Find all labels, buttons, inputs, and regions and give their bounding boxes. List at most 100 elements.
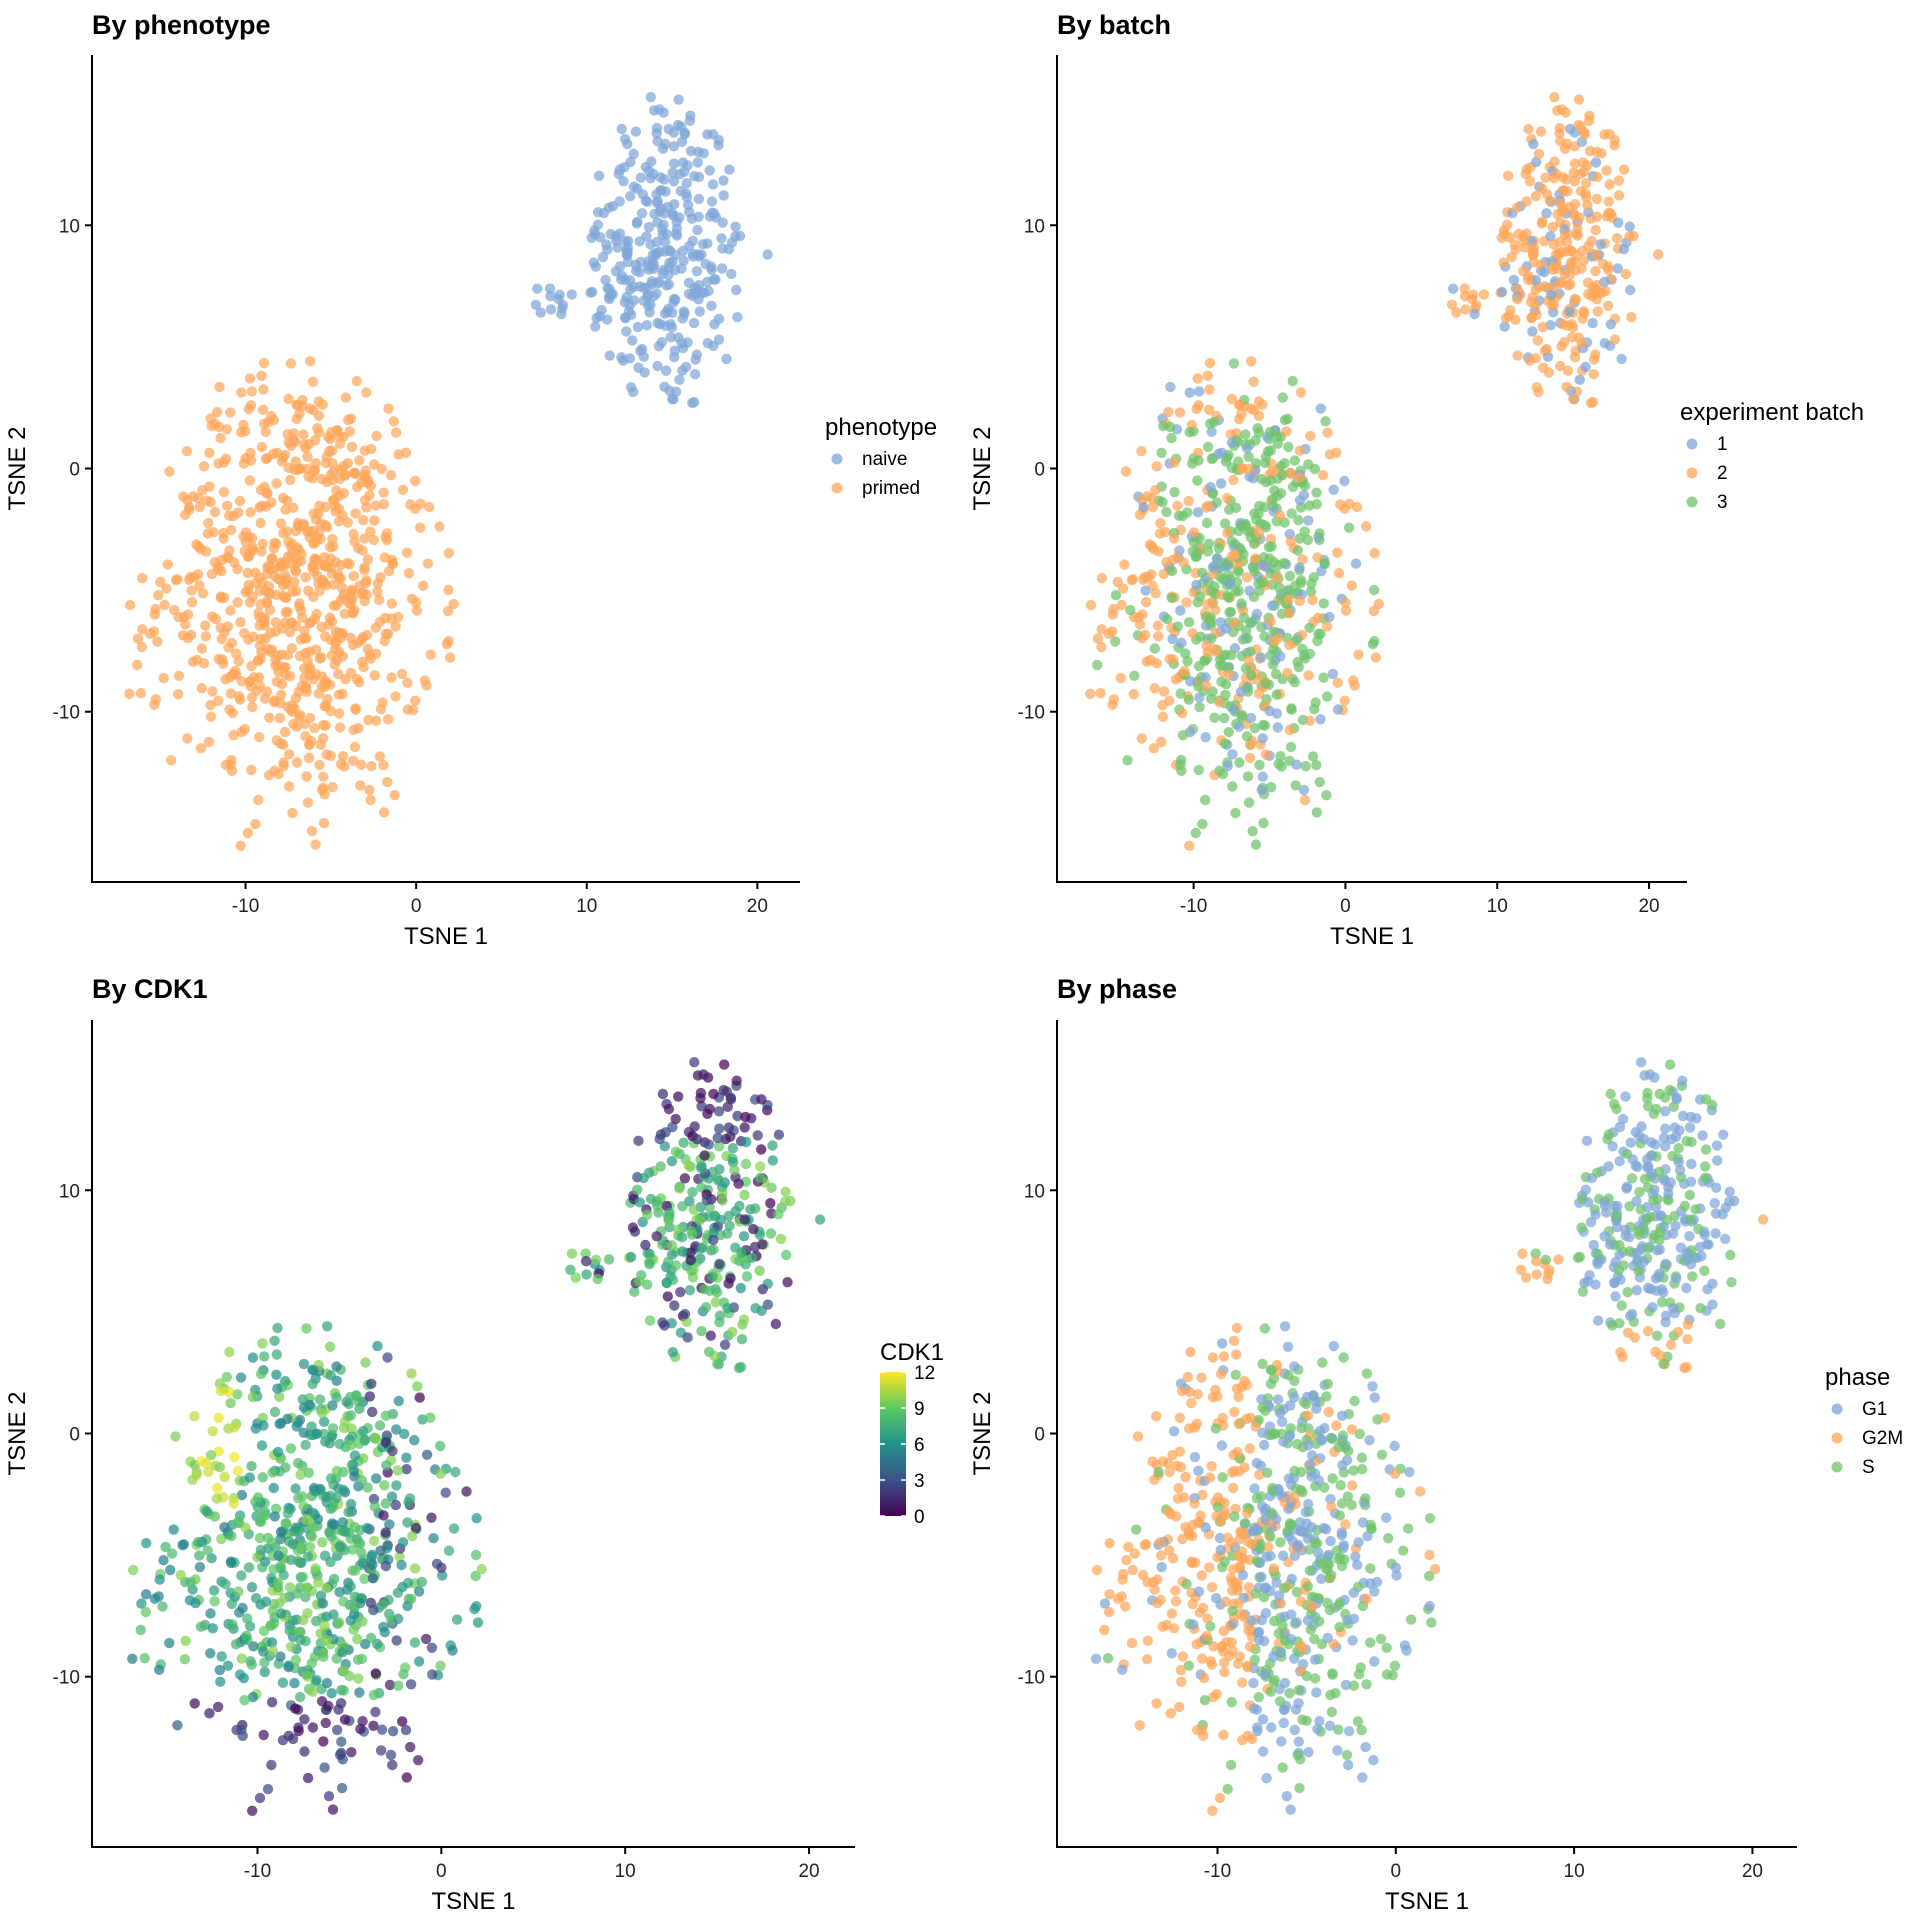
data-point	[750, 1303, 761, 1314]
data-point	[1328, 1340, 1340, 1352]
data-point	[1613, 1264, 1625, 1276]
data-point	[338, 460, 349, 472]
data-point	[1271, 572, 1283, 584]
data-point	[655, 1161, 666, 1172]
data-point	[634, 267, 645, 278]
data-point	[216, 633, 227, 645]
data-point	[1321, 1391, 1332, 1402]
data-point	[368, 1535, 380, 1547]
data-point	[294, 598, 305, 609]
data-point	[1324, 1604, 1336, 1616]
legend-swatch	[1831, 1461, 1843, 1473]
legend-label: G1	[1862, 1399, 1887, 1420]
data-point	[627, 1222, 639, 1233]
data-point	[1605, 1088, 1616, 1100]
data-point	[770, 1318, 781, 1330]
data-point	[1565, 123, 1576, 135]
data-point	[1268, 635, 1280, 647]
data-point	[702, 338, 713, 349]
data-point	[1184, 840, 1195, 851]
data-point	[1117, 1574, 1128, 1585]
data-point	[1681, 1282, 1692, 1294]
data-point	[292, 1457, 304, 1469]
data-point	[1592, 306, 1604, 317]
data-point	[1284, 528, 1296, 540]
data-point	[376, 1724, 388, 1735]
data-point	[1285, 468, 1297, 479]
data-point	[228, 1498, 239, 1509]
data-point	[1191, 579, 1202, 591]
data-point	[683, 1160, 694, 1171]
data-point	[1517, 1248, 1528, 1259]
data-point	[1231, 1349, 1242, 1360]
data-point	[645, 92, 656, 103]
data-point	[1244, 752, 1256, 764]
data-point	[1285, 1804, 1296, 1815]
data-point	[1301, 1670, 1312, 1682]
data-point	[282, 606, 293, 618]
data-point	[288, 502, 299, 513]
data-point	[1177, 707, 1188, 719]
data-point	[1684, 1189, 1696, 1201]
data-point	[234, 495, 246, 507]
data-point	[1229, 1511, 1240, 1522]
data-point	[1616, 1300, 1627, 1311]
data-point	[1166, 565, 1178, 577]
data-point	[725, 1094, 737, 1105]
data-point	[1375, 1633, 1387, 1645]
data-point	[745, 1204, 756, 1215]
data-point	[1322, 1632, 1333, 1644]
data-point	[1272, 1394, 1284, 1405]
data-point	[1524, 355, 1535, 366]
data-point	[1279, 1635, 1291, 1646]
data-point	[685, 1254, 696, 1266]
data-point	[1228, 358, 1240, 369]
data-point	[326, 616, 338, 627]
data-point	[246, 764, 257, 776]
data-point	[355, 1723, 366, 1735]
data-point	[392, 1587, 404, 1599]
data-point	[384, 1519, 395, 1530]
data-point	[311, 608, 322, 620]
data-point	[1310, 1673, 1321, 1684]
data-point	[405, 1679, 417, 1690]
data-point	[1199, 794, 1211, 806]
data-point	[306, 1531, 318, 1543]
data-point	[1246, 356, 1257, 367]
data-point	[295, 710, 306, 721]
data-point	[1599, 338, 1611, 349]
data-point	[1581, 178, 1592, 189]
data-point	[260, 453, 272, 465]
data-point	[676, 263, 687, 274]
data-point	[765, 1198, 776, 1209]
data-point	[1590, 249, 1602, 260]
data-point	[590, 1254, 602, 1266]
data-point	[225, 759, 236, 770]
x-tick-label: 20	[798, 1861, 819, 1882]
data-point	[1273, 758, 1284, 770]
data-point	[257, 1472, 268, 1483]
data-point	[1181, 1578, 1192, 1590]
x-tick-label: -10	[244, 1861, 271, 1882]
data-point	[655, 1129, 667, 1140]
data-point	[714, 1258, 725, 1270]
data-point	[246, 1659, 257, 1670]
legend-label: S	[1862, 1457, 1875, 1478]
data-point	[324, 1341, 336, 1353]
data-point	[308, 1507, 319, 1519]
data-point	[1604, 179, 1615, 190]
data-point	[1317, 1357, 1328, 1368]
data-point	[337, 651, 349, 662]
data-point	[1643, 1101, 1654, 1112]
data-point	[204, 447, 215, 458]
data-point	[1193, 1517, 1204, 1528]
data-point	[1132, 1431, 1144, 1442]
data-point	[1293, 1736, 1305, 1747]
data-point	[1277, 1762, 1288, 1773]
data-point	[327, 445, 338, 456]
data-point	[667, 167, 678, 179]
data-point	[1348, 1587, 1359, 1599]
data-point	[727, 1143, 739, 1154]
data-point	[195, 1621, 207, 1632]
